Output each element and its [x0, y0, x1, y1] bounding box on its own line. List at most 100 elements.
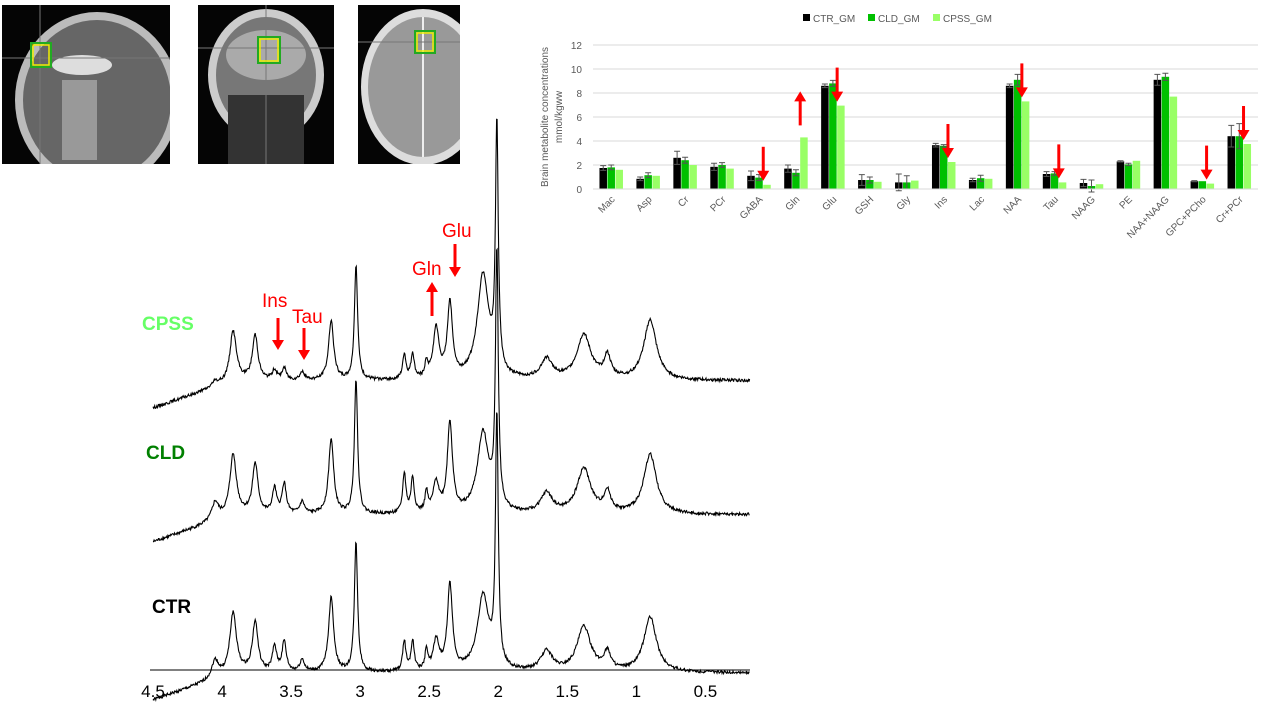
arrow-Cr+PCr-head — [1237, 130, 1250, 140]
bar-CTR_GM-Mac — [599, 168, 607, 189]
error-bar — [821, 83, 828, 89]
bar-CPSS_GM-Ins — [947, 162, 956, 189]
error-bar — [940, 144, 947, 148]
y-tick-label: 12 — [571, 41, 583, 52]
error-bar — [608, 164, 615, 171]
y-tick-label: 8 — [576, 89, 582, 100]
bar-CLD_GM-Mac — [607, 167, 615, 189]
arrow-NAA-head — [1015, 87, 1028, 98]
bar-CLD_GM-PE — [1124, 164, 1133, 189]
legend-swatch-CLD_GM — [868, 14, 875, 21]
error-bar — [829, 79, 836, 87]
bar-CLD_GM-Lac — [976, 178, 985, 189]
bar-CLD_GM-Gln — [792, 172, 800, 189]
error-bar — [682, 156, 689, 164]
error-bar — [932, 142, 939, 148]
error-bar — [1162, 72, 1169, 81]
bar-CLD_GM-Cr — [681, 160, 689, 189]
bar-CPSS_GM-Mac — [615, 169, 623, 189]
x-tick-label: 2.5 — [417, 682, 441, 701]
bar-CLD_GM-GSH — [866, 180, 874, 189]
arrow-Cr+PCr — [1237, 106, 1250, 140]
bar-CPSS_GM-Tau — [1058, 182, 1067, 189]
arrow-GABA — [757, 146, 770, 181]
bar-CPSS_GM-Cr+PCr — [1243, 144, 1252, 189]
error-bar — [784, 164, 791, 173]
error-bar — [1236, 123, 1243, 150]
x-tick-label: 1.5 — [555, 682, 579, 701]
arrow-GPC+PCho-head — [1200, 169, 1213, 180]
error-bar — [866, 176, 873, 184]
bar-CLD_GM-Tau — [1050, 173, 1059, 189]
bar-CLD_GM-NAA+NAAG — [1161, 76, 1170, 189]
error-bar — [792, 169, 799, 177]
annotation-tau: Tau — [292, 307, 323, 328]
y-axis-label: Brain metabolite concentrations — [540, 47, 551, 187]
annotation-glu: Glu — [442, 221, 472, 242]
error-bar — [1080, 178, 1087, 188]
y-tick-label: 4 — [576, 137, 582, 148]
y-tick-label: 0 — [576, 185, 582, 196]
mri-axial-graphic — [358, 9, 460, 164]
arrow-NAA — [1015, 63, 1028, 98]
error-bar — [1228, 124, 1235, 148]
bar-CTR_GM-Cr+PCr — [1227, 136, 1236, 189]
bar-CTR_GM-NAA+NAAG — [1153, 79, 1162, 189]
error-bar — [719, 162, 726, 168]
x-tick-label: 3.5 — [279, 682, 303, 701]
arrow-Ins-head — [941, 148, 954, 158]
error-bar — [600, 165, 607, 171]
mri-sagittal-graphic — [2, 5, 170, 164]
bar-CLD_GM-GPC+PCho — [1198, 181, 1207, 189]
legend-label-CPSS_GM: CPSS_GM — [943, 14, 992, 25]
arrow-GABA-head — [757, 170, 770, 181]
bar-CPSS_GM-Lac — [984, 178, 993, 189]
arrow-Gln-head — [794, 91, 807, 102]
bar-CLD_GM-Glu — [829, 83, 837, 189]
arrow-Glu — [831, 67, 844, 102]
arrow-Ins — [941, 124, 954, 158]
arrow-Glu-head — [831, 91, 844, 102]
error-bar — [748, 170, 754, 182]
spectrum-CTR — [152, 412, 750, 702]
error-bar — [1125, 162, 1132, 167]
spectrum-CLD — [152, 247, 750, 543]
bar-CLD_GM-Cr+PCr — [1235, 136, 1244, 189]
bar-CPSS_GM-Asp — [652, 175, 660, 189]
arrow-GPC+PCho — [1200, 145, 1213, 180]
bar-CLD_GM-PCr — [718, 165, 726, 189]
arrow-gln — [426, 282, 438, 316]
bar-chart: 0 2 4 6 8 10 12 Brain metabolite concentrations… — [540, 14, 1258, 241]
error-bar — [674, 150, 681, 165]
error-bar — [711, 162, 718, 171]
error-bar — [1154, 73, 1161, 86]
legend-label-CTR_GM: CTR_GM — [813, 14, 855, 25]
bar-CLD_GM-Asp — [644, 175, 652, 189]
bar-CPSS_GM-Gly — [911, 180, 919, 189]
bar-CTR_GM-Tau — [1042, 174, 1051, 189]
bar-CPSS_GM-NAA — [1021, 101, 1030, 189]
error-bar — [858, 174, 865, 186]
mri-coronal-graphic — [198, 5, 334, 164]
x-tick-label: 4 — [217, 682, 226, 701]
bar-CPSS_GM-NAAG — [1095, 184, 1104, 189]
bar-CTR_GM-Glu — [821, 85, 829, 189]
spectrum-CPSS — [152, 118, 751, 410]
bar-CPSS_GM-Gln — [800, 137, 808, 189]
y-axis-unit: mmol/kgww — [554, 90, 565, 143]
bar-CPSS_GM-PE — [1132, 160, 1141, 189]
arrow-Tau-head — [1052, 168, 1065, 179]
x-tick-label: 1 — [632, 682, 641, 701]
arrow-tau-head — [298, 350, 310, 360]
mri-sagittal-image — [2, 5, 170, 164]
bar-CTR_GM-Gln — [784, 168, 792, 189]
error-bar — [1191, 180, 1198, 183]
bar-CPSS_GM-GABA — [763, 184, 771, 189]
bar-CLD_GM-GABA — [755, 177, 763, 189]
annotation-gln: Gln — [412, 259, 442, 280]
bar-CLD_GM-Ins — [939, 145, 948, 189]
bar-CPSS_GM-GSH — [874, 181, 882, 189]
error-bar — [895, 173, 902, 192]
